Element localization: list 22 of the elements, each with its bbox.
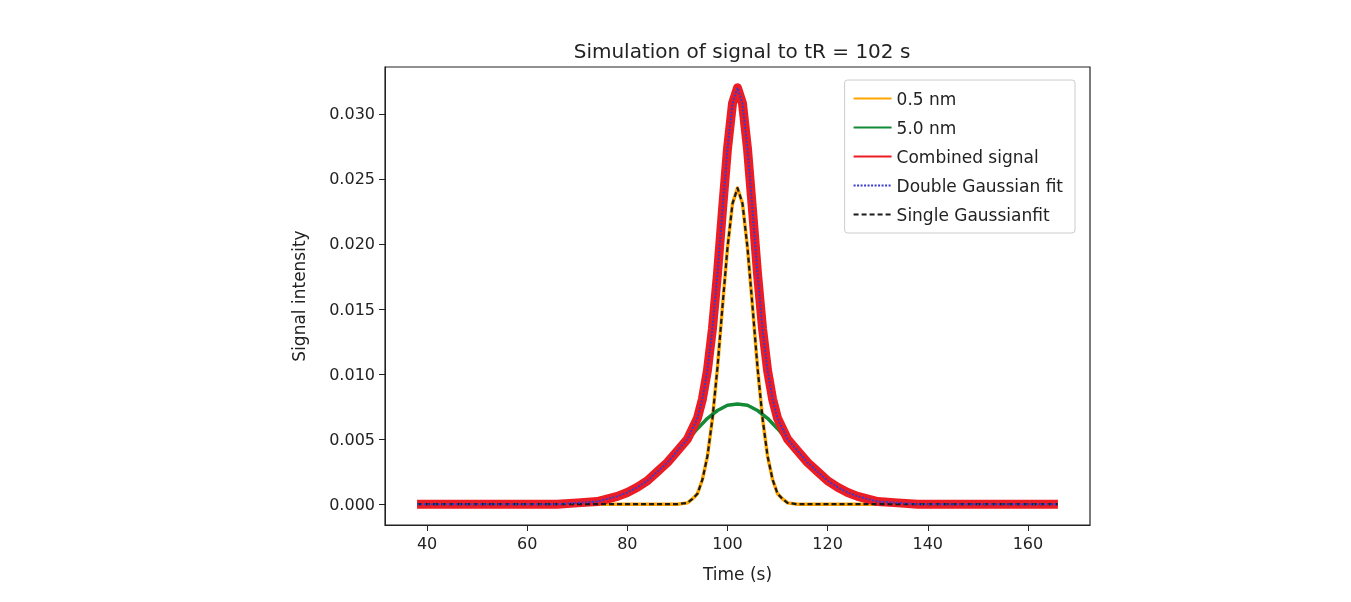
x-tick-label: 140: [912, 533, 944, 553]
x-tick-label: 60: [517, 533, 538, 553]
legend-label: 5.0 nm: [896, 117, 957, 138]
y-tick-label: 0.015: [329, 299, 375, 319]
y-tick-label: 0.030: [329, 104, 375, 124]
legend-label: Single Gaussianfit: [896, 204, 1050, 225]
x-tick-label: 100: [712, 533, 743, 553]
x-tick-label: 120: [812, 533, 843, 553]
x-axis-title: Time (s): [701, 563, 773, 584]
y-tick-label: 0.005: [329, 429, 375, 449]
y-tick-label: 0.000: [329, 494, 375, 514]
legend-label: 0.5 nm: [896, 88, 957, 109]
legend-label: Combined signal: [896, 146, 1039, 167]
y-tick-label: 0.010: [329, 364, 375, 384]
x-tick-label: 160: [1012, 533, 1044, 553]
legend-label: Double Gaussian fit: [896, 175, 1064, 196]
y-tick-label: 0.020: [329, 234, 375, 254]
x-tick-label: 80: [617, 533, 638, 553]
x-tick-label: 40: [416, 533, 438, 553]
chart-title: Simulation of signal to tR = 102 s: [573, 39, 911, 63]
y-axis-title: Signal intensity: [288, 230, 309, 362]
y-tick-label: 0.025: [329, 169, 375, 189]
